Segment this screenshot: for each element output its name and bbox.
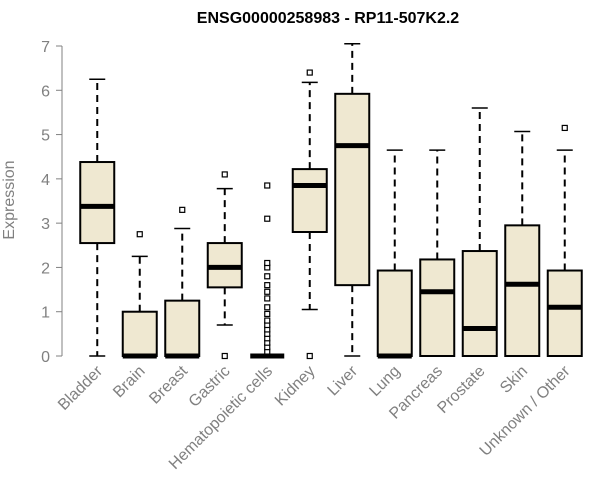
outlier-point (306, 69, 313, 76)
box-group (504, 130, 541, 357)
x-tick-label: Kidney (272, 363, 319, 410)
box-iqr (504, 224, 541, 357)
y-tick-label: 6 (41, 83, 50, 100)
y-axis-label: Expression (1, 160, 18, 239)
box-group (121, 231, 158, 359)
outlier-point (264, 304, 271, 311)
box-iqr (546, 269, 583, 357)
y-tick-label: 5 (41, 128, 50, 145)
box-group (461, 107, 498, 358)
box-group (250, 182, 285, 359)
y-tick-label: 1 (41, 305, 50, 322)
box-iqr (334, 92, 371, 287)
y-tick-label: 2 (41, 260, 50, 277)
box-group (164, 206, 201, 359)
box-iqr (291, 168, 328, 234)
box-group (206, 171, 243, 360)
outlier-point (264, 282, 271, 289)
y-tick-label: 7 (41, 39, 50, 56)
outlier-point (136, 231, 143, 238)
outlier-point (179, 206, 186, 213)
outlier-point (264, 273, 271, 280)
box-iqr (461, 250, 498, 358)
outlier-point (264, 259, 271, 267)
x-tick-label: Bladder (55, 362, 106, 413)
outlier-point (264, 310, 271, 318)
y-tick-label: 3 (41, 216, 50, 233)
outlier-point (264, 215, 271, 222)
box-iqr (164, 299, 201, 357)
y-axis: 0 1 2 3 4 5 6 7 (41, 39, 63, 366)
x-tick-label: Breast (146, 362, 191, 407)
box-group (79, 78, 116, 357)
box-group (291, 69, 328, 360)
x-tick-label: Lung (366, 363, 403, 400)
x-tick-label: Liver (325, 362, 362, 399)
box-iqr (121, 310, 158, 358)
outlier-point (561, 124, 568, 132)
outlier-point (264, 317, 271, 324)
x-tick-label: Skin (497, 363, 531, 397)
x-tick-label: Brain (110, 363, 148, 401)
chart-title: ENSG00000258983 - RP11-507K2.2 (197, 10, 460, 27)
outlier-point (264, 288, 271, 295)
outlier-point (264, 182, 271, 189)
box-group (419, 149, 456, 358)
outlier-point (221, 171, 228, 178)
box-group (334, 43, 371, 357)
boxes (79, 43, 583, 360)
box-group (376, 149, 413, 359)
box-iqr (376, 269, 413, 357)
box-iqr (419, 258, 456, 358)
outlier-point (221, 352, 228, 360)
outlier-point (264, 295, 271, 302)
x-tick-label: Prostate (434, 363, 488, 417)
y-tick-label: 0 (41, 349, 50, 366)
box-iqr (79, 161, 116, 245)
box-group (546, 124, 583, 357)
y-tick-label: 4 (41, 172, 50, 189)
outlier-point (306, 352, 313, 360)
